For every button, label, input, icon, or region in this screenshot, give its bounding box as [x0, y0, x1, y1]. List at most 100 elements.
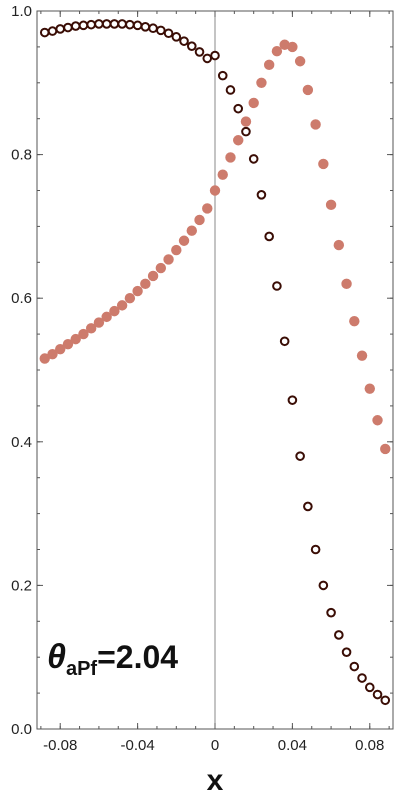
filled-point	[62, 338, 74, 350]
filled-point	[186, 225, 197, 236]
filled-point	[85, 323, 97, 334]
x-tick-label: 0	[211, 737, 219, 754]
y-tick-label: 1.0	[11, 3, 32, 20]
filled-point	[194, 214, 205, 226]
filled-point	[263, 59, 275, 71]
y-tick-label: 0.6	[11, 290, 32, 307]
filled-point	[333, 239, 345, 251]
open-point	[47, 26, 58, 36]
filled-point	[140, 278, 151, 290]
filled-point	[78, 328, 89, 340]
open-point	[256, 190, 267, 200]
open-point	[179, 36, 189, 46]
filled-point	[124, 293, 136, 304]
open-point	[357, 673, 367, 683]
open-point	[86, 19, 96, 30]
x-tick-label: 0.04	[278, 737, 307, 754]
x-tick-label: -0.08	[43, 737, 77, 754]
open-point	[349, 661, 360, 672]
filled-point	[294, 56, 306, 67]
open-point	[264, 231, 274, 242]
open-point	[94, 19, 104, 29]
filled-point	[116, 300, 128, 311]
filled-point	[341, 278, 352, 290]
filled-point	[178, 235, 190, 246]
open-point	[125, 19, 135, 30]
open-point	[140, 21, 151, 32]
open-point	[225, 85, 236, 95]
filled-point	[356, 350, 368, 361]
filled-point	[302, 84, 314, 96]
filled-point	[287, 41, 298, 53]
open-point	[295, 451, 305, 461]
filled-point	[209, 185, 221, 196]
open-point	[163, 28, 174, 39]
data-marks	[39, 19, 391, 706]
filled-point	[364, 383, 375, 394]
open-point	[132, 20, 143, 31]
axes	[36, 10, 394, 730]
filled-point	[349, 315, 360, 327]
open-point	[55, 24, 66, 34]
filled-point	[248, 97, 259, 109]
x-tick-label: 0.08	[355, 737, 384, 754]
filled-point	[380, 443, 391, 455]
open-point	[171, 32, 182, 42]
filled-point	[109, 305, 120, 317]
filled-point	[233, 135, 244, 146]
filled-point	[147, 270, 159, 282]
open-point	[303, 501, 313, 512]
open-point	[39, 27, 50, 38]
filled-point	[163, 254, 174, 265]
filled-point	[39, 353, 50, 364]
open-point	[186, 41, 197, 51]
annotation-subscript: aPf	[66, 658, 97, 680]
open-point	[63, 22, 73, 33]
annotation-symbol: θ	[47, 638, 66, 676]
y-tick-label: 0.2	[11, 577, 32, 594]
open-point	[241, 126, 251, 137]
open-point	[70, 21, 81, 31]
x-tick-label: -0.04	[121, 737, 155, 754]
filled-point	[171, 244, 182, 256]
open-point	[341, 647, 352, 657]
filled-point	[101, 311, 112, 323]
filled-point	[55, 343, 66, 355]
open-point	[318, 580, 329, 591]
open-point	[326, 607, 336, 618]
filled-point	[310, 119, 321, 130]
filled-point	[318, 158, 329, 170]
open-point	[287, 395, 298, 405]
annotation-value: =2.04	[97, 639, 178, 675]
open-point	[310, 544, 321, 555]
open-point	[78, 20, 89, 31]
open-point	[272, 281, 282, 291]
y-tick-label: 0.0	[11, 721, 32, 738]
filled-point	[372, 415, 383, 426]
filled-point	[93, 317, 105, 328]
y-tick-label: 0.8	[11, 147, 32, 164]
filled-point	[256, 77, 267, 89]
x-axis-label: x	[207, 764, 224, 797]
open-point	[233, 103, 244, 114]
y-tick-label: 0.4	[11, 434, 32, 451]
filled-point	[271, 46, 283, 57]
open-point	[279, 336, 290, 347]
open-point	[202, 53, 213, 64]
filled-point	[240, 116, 252, 127]
open-point	[364, 682, 375, 693]
open-point	[109, 19, 120, 29]
open-point	[248, 154, 259, 164]
open-point	[101, 19, 112, 29]
filled-point	[225, 152, 236, 163]
filled-point	[202, 203, 213, 214]
open-point	[156, 25, 166, 36]
open-point	[148, 23, 158, 34]
tick-labels: 0.0 0.2 0.4 0.6 0.8 1.0 -0.08 -0.04 0 0.04 0.08	[11, 3, 384, 754]
filled-point	[217, 169, 228, 180]
filled-point	[155, 262, 167, 274]
filled-point	[70, 333, 81, 345]
open-point	[334, 630, 344, 640]
filled-point	[132, 285, 143, 297]
